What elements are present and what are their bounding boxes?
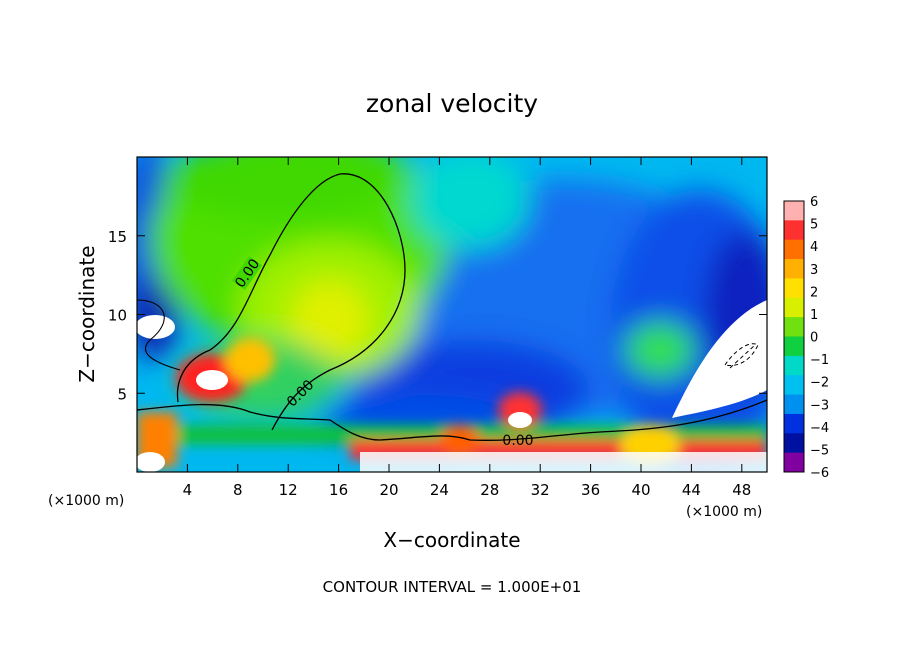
colorbar-frame <box>783 200 805 473</box>
colorbar-swatch <box>784 317 804 337</box>
x-tick-label: 40 <box>631 481 650 499</box>
colorbar: 6 5 4 3 2 1 0 −1 −2 −3 −4 −5 −6 <box>783 195 829 481</box>
colorbar-tick-label: −2 <box>810 376 829 391</box>
colorbar-swatch <box>784 239 804 260</box>
x-tick-label: 16 <box>329 481 348 499</box>
x-tick-label: 44 <box>682 481 701 499</box>
colorbar-swatch <box>784 413 804 434</box>
x-axis: 4 8 12 16 20 24 28 32 36 40 44 48 <box>183 157 751 499</box>
y-axis-label: Z−coordinate <box>75 245 99 382</box>
x-tick-label: 8 <box>233 481 243 499</box>
contour-interval-note: CONTOUR INTERVAL = 1.000E+01 <box>323 578 582 596</box>
colorbar-swatch <box>784 433 804 454</box>
y-tick-label: 10 <box>108 307 127 325</box>
colorbar-tick-label: −6 <box>810 466 829 481</box>
colorbar-swatch <box>784 355 804 376</box>
colorbar-swatch <box>784 336 804 357</box>
x-tick-label: 24 <box>430 481 449 499</box>
colorbar-tick-label: −1 <box>810 353 829 368</box>
colorbar-swatch <box>784 201 804 221</box>
colorbar-swatch <box>784 259 804 279</box>
colorbar-swatch <box>784 278 804 299</box>
chart-title: zonal velocity <box>366 89 538 118</box>
colorbar-tick-label: −5 <box>810 443 829 458</box>
x-axis-label: X−coordinate <box>383 528 520 552</box>
x-tick-label: 4 <box>183 481 193 499</box>
colorbar-tick-label: 0 <box>810 331 818 346</box>
colorbar-tick-label: 2 <box>810 285 818 300</box>
x-tick-label: 12 <box>279 481 298 499</box>
colorbar-tick-label: −4 <box>810 421 829 436</box>
colorbar-tick-label: 6 <box>810 195 818 210</box>
colorbar-swatch <box>784 452 804 473</box>
colorbar-tick-label: −3 <box>810 398 829 413</box>
y-tick-label: 15 <box>108 228 127 246</box>
heatmap-field: 0.00 0.00 0.00 <box>137 157 767 472</box>
x-tick-label: 28 <box>480 481 499 499</box>
y-axis: 5 10 15 <box>108 228 767 403</box>
colorbar-swatch <box>784 297 804 318</box>
colorbar-swatch <box>784 375 804 396</box>
colorbar-tick-label: 1 <box>810 308 818 323</box>
y-tick-label: 5 <box>117 385 127 403</box>
colorbar-swatch <box>784 394 804 415</box>
colorbar-tick-label: 5 <box>810 218 818 233</box>
colorbar-tick-label: 3 <box>810 263 818 278</box>
x-unit-right: (×1000 m) <box>686 504 762 520</box>
colorbar-tick-label: 4 <box>810 240 818 255</box>
x-tick-label: 20 <box>379 481 398 499</box>
contour-label: 0.00 <box>502 433 533 449</box>
colorbar-swatch <box>784 220 804 241</box>
x-tick-label: 48 <box>732 481 751 499</box>
x-tick-label: 32 <box>531 481 550 499</box>
x-unit-left: (×1000 m) <box>48 493 124 509</box>
x-tick-label: 36 <box>581 481 600 499</box>
